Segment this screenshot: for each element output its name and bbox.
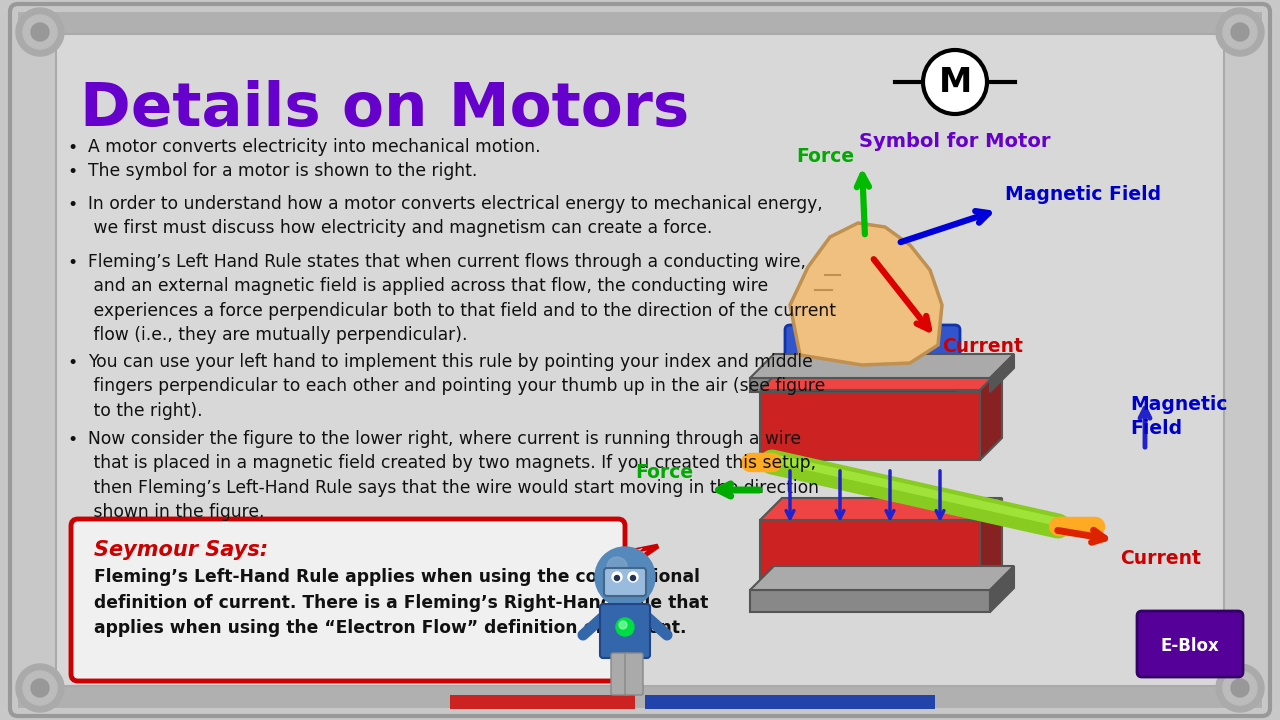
Circle shape — [620, 621, 627, 629]
Circle shape — [31, 23, 49, 41]
Circle shape — [614, 575, 620, 580]
Text: In order to understand how a motor converts electrical energy to mechanical ener: In order to understand how a motor conve… — [88, 195, 823, 238]
FancyBboxPatch shape — [1137, 611, 1243, 677]
Text: •: • — [68, 139, 78, 157]
Polygon shape — [760, 368, 1002, 390]
Text: Current: Current — [1120, 549, 1201, 567]
Bar — [645, 695, 934, 709]
Circle shape — [628, 572, 637, 582]
Polygon shape — [790, 223, 942, 365]
Text: You can use your left hand to implement this rule by pointing your index and mid: You can use your left hand to implement … — [88, 353, 826, 420]
Polygon shape — [608, 546, 658, 581]
Text: •: • — [68, 254, 78, 272]
Polygon shape — [980, 368, 1002, 460]
Text: Seymour Says:: Seymour Says: — [93, 540, 268, 560]
FancyBboxPatch shape — [760, 390, 980, 460]
Circle shape — [31, 679, 49, 697]
Text: •: • — [68, 163, 78, 181]
Polygon shape — [760, 498, 1002, 520]
FancyBboxPatch shape — [611, 653, 628, 695]
Circle shape — [1231, 679, 1249, 697]
Circle shape — [1222, 671, 1257, 705]
FancyBboxPatch shape — [56, 34, 1224, 686]
FancyBboxPatch shape — [750, 378, 989, 392]
Polygon shape — [780, 460, 1050, 522]
Text: •: • — [68, 196, 78, 214]
Text: •: • — [68, 354, 78, 372]
Bar — [451, 695, 635, 709]
Text: Now consider the figure to the lower right, where current is running through a w: Now consider the figure to the lower rig… — [88, 430, 819, 521]
Circle shape — [595, 547, 655, 607]
Polygon shape — [980, 498, 1002, 590]
Circle shape — [1222, 15, 1257, 49]
FancyBboxPatch shape — [750, 590, 989, 612]
Text: Symbol for Motor: Symbol for Motor — [859, 132, 1051, 151]
Polygon shape — [750, 354, 1014, 378]
Text: Current: Current — [942, 338, 1023, 356]
Circle shape — [1216, 664, 1265, 712]
Circle shape — [15, 664, 64, 712]
Circle shape — [631, 575, 635, 580]
Circle shape — [612, 572, 622, 582]
Text: The symbol for a motor is shown to the right.: The symbol for a motor is shown to the r… — [88, 162, 477, 180]
Text: Details on Motors: Details on Motors — [79, 80, 689, 139]
Circle shape — [15, 8, 64, 56]
FancyBboxPatch shape — [785, 325, 960, 390]
FancyBboxPatch shape — [18, 686, 1262, 708]
Text: Fleming’s Left-Hand Rule applies when using the conventional
definition of curre: Fleming’s Left-Hand Rule applies when us… — [93, 568, 708, 637]
Text: Magnetic
Field: Magnetic Field — [1130, 395, 1228, 438]
FancyBboxPatch shape — [604, 568, 646, 596]
Circle shape — [1216, 8, 1265, 56]
Circle shape — [23, 15, 58, 49]
Text: Magnetic Field: Magnetic Field — [1005, 186, 1161, 204]
FancyBboxPatch shape — [625, 653, 643, 695]
Circle shape — [616, 618, 634, 636]
Text: •: • — [68, 431, 78, 449]
Circle shape — [23, 671, 58, 705]
Polygon shape — [989, 354, 1014, 392]
Text: Fleming’s Left Hand Rule states that when current flows through a conducting wir: Fleming’s Left Hand Rule states that whe… — [88, 253, 836, 344]
Circle shape — [607, 557, 627, 577]
Text: Force: Force — [796, 147, 854, 166]
Polygon shape — [989, 566, 1014, 612]
Text: E-Blox: E-Blox — [1161, 637, 1220, 655]
Text: M: M — [938, 66, 972, 99]
Text: Force: Force — [635, 464, 692, 482]
FancyBboxPatch shape — [600, 604, 650, 658]
Polygon shape — [605, 548, 643, 579]
Circle shape — [1231, 23, 1249, 41]
FancyBboxPatch shape — [10, 4, 1270, 716]
FancyBboxPatch shape — [18, 12, 1262, 34]
Text: A motor converts electricity into mechanical motion.: A motor converts electricity into mechan… — [88, 138, 540, 156]
Polygon shape — [750, 566, 1014, 590]
Circle shape — [923, 50, 987, 114]
FancyBboxPatch shape — [760, 520, 980, 590]
FancyBboxPatch shape — [70, 519, 625, 681]
